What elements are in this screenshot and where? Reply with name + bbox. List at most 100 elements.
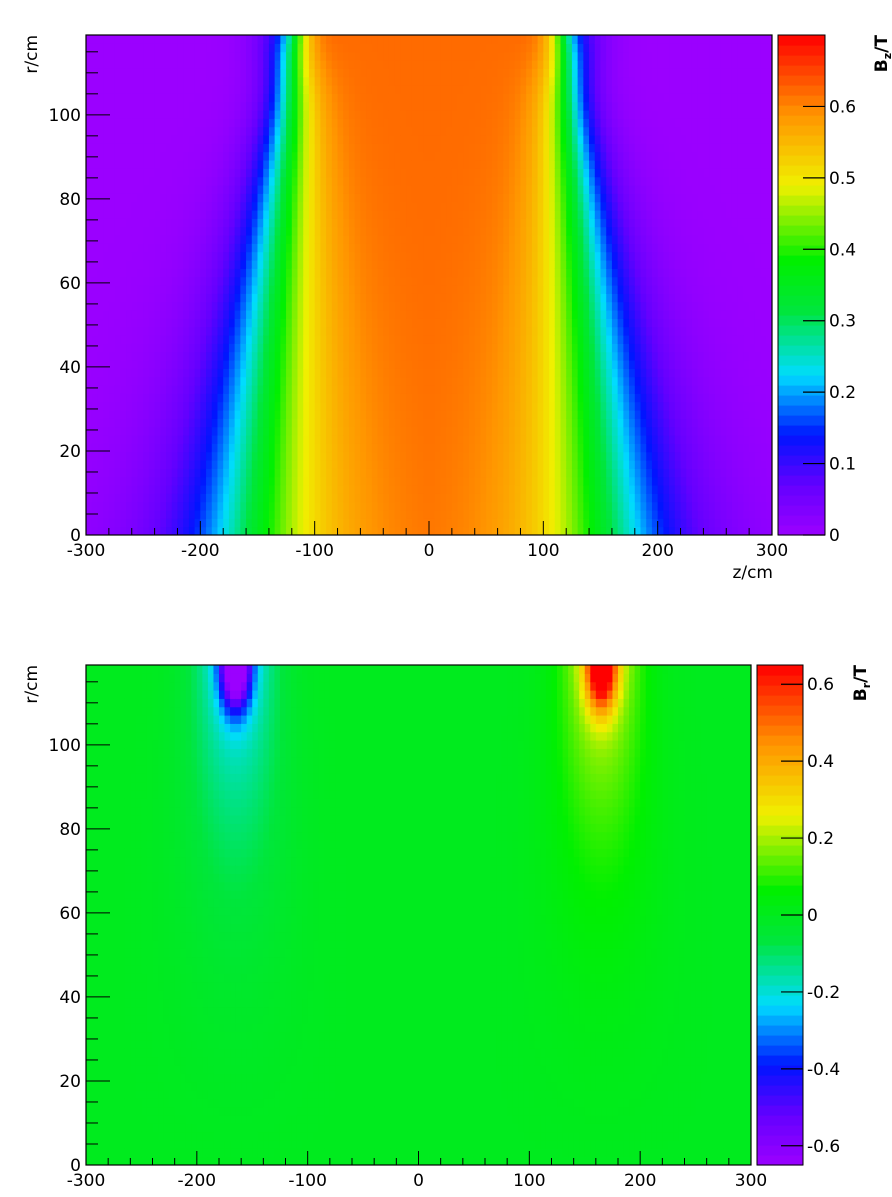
- heatmap-cell: [554, 476, 562, 486]
- heatmap-cell: [474, 160, 482, 169]
- heatmap-cell: [188, 218, 196, 228]
- heatmap-cell: [154, 318, 161, 328]
- heatmap-cell: [257, 51, 264, 61]
- heatmap-cell: [486, 410, 493, 419]
- heatmap-cell: [120, 293, 127, 303]
- heatmap-cell: [114, 326, 121, 336]
- heatmap-cell: [263, 268, 270, 278]
- heatmap-cell: [377, 476, 384, 486]
- heatmap-cell: [440, 35, 447, 44]
- heatmap-cell: [320, 343, 327, 353]
- heatmap-cell: [200, 176, 207, 186]
- heatmap-cell: [549, 418, 556, 428]
- heatmap-cell: [166, 418, 173, 428]
- heatmap-cell: [137, 368, 144, 378]
- heatmap-cell: [126, 351, 133, 361]
- heatmap-cell: [377, 360, 384, 369]
- heatmap-cell: [503, 385, 510, 394]
- heatmap-cell: [183, 443, 190, 453]
- heatmap-cell: [388, 426, 396, 436]
- heatmap-cell: [86, 401, 93, 411]
- heatmap-cell: [194, 435, 201, 444]
- heatmap-cell: [148, 351, 156, 361]
- heatmap-cell: [337, 385, 344, 394]
- heatmap-cell: [291, 501, 299, 511]
- heatmap-cell: [503, 85, 510, 94]
- heatmap-cell: [188, 526, 196, 535]
- heatmap-cell: [268, 185, 276, 194]
- heatmap-cell: [509, 110, 516, 119]
- heatmap-cell: [377, 101, 384, 111]
- heatmap-cell: [120, 435, 127, 444]
- heatmap-cell: [217, 110, 224, 119]
- heatmap-cell: [143, 351, 150, 361]
- heatmap-cell: [451, 101, 459, 111]
- heatmap-cell: [497, 493, 504, 503]
- heatmap-cell: [183, 335, 190, 344]
- heatmap-cell: [411, 451, 419, 461]
- heatmap-cell: [343, 451, 350, 461]
- heatmap-cell: [388, 335, 396, 344]
- heatmap-cell: [348, 460, 356, 469]
- heatmap-cell: [451, 501, 459, 511]
- heatmap-cell: [554, 151, 562, 161]
- heatmap-cell: [188, 376, 196, 386]
- heatmap-cell: [194, 60, 201, 69]
- heatmap-cell: [463, 85, 470, 94]
- heatmap-cell: [297, 301, 304, 311]
- heatmap-cell: [246, 176, 253, 186]
- heatmap-cell: [446, 76, 453, 86]
- heatmap-cell: [549, 51, 556, 61]
- heatmap-cell: [286, 485, 293, 494]
- heatmap-cell: [120, 60, 127, 69]
- heatmap-cell: [240, 201, 247, 211]
- heatmap-cell: [86, 118, 93, 128]
- heatmap-cell: [114, 110, 121, 119]
- heatmap-cell: [223, 510, 230, 519]
- heatmap-cell: [143, 218, 150, 228]
- heatmap-cell: [211, 360, 219, 369]
- heatmap-cell: [108, 268, 116, 278]
- heatmap-cell: [200, 485, 207, 494]
- heatmap-cell: [366, 210, 373, 219]
- heatmap-cell: [91, 335, 99, 344]
- heatmap-cell: [446, 301, 453, 311]
- heatmap-cell: [526, 143, 533, 153]
- heatmap-cell: [91, 118, 99, 128]
- heatmap-cell: [388, 193, 396, 203]
- heatmap-cell: [171, 393, 179, 403]
- heatmap-cell: [463, 268, 470, 278]
- heatmap-cell: [320, 93, 327, 103]
- heatmap-cell: [434, 326, 442, 336]
- heatmap-cell: [108, 435, 116, 444]
- heatmap-cell: [234, 251, 241, 261]
- heatmap-cell: [274, 176, 281, 186]
- heatmap-cell: [491, 285, 499, 294]
- heatmap-cell: [440, 426, 447, 436]
- heatmap-cell: [463, 368, 470, 378]
- heatmap-cell: [108, 301, 116, 311]
- heatmap-cell: [383, 260, 390, 269]
- heatmap-cell: [366, 501, 373, 511]
- heatmap-cell: [503, 335, 510, 344]
- heatmap-cell: [537, 510, 544, 519]
- heatmap-cell: [486, 251, 493, 261]
- heatmap-cell: [160, 168, 167, 178]
- heatmap-cell: [474, 485, 482, 494]
- heatmap-cell: [383, 410, 390, 419]
- heatmap-cell: [343, 360, 350, 369]
- heatmap-cell: [509, 310, 516, 319]
- heatmap-cell: [108, 218, 116, 228]
- heatmap-cell: [451, 293, 459, 303]
- heatmap-cell: [320, 176, 327, 186]
- heatmap-cell: [217, 435, 224, 444]
- heatmap-cell: [223, 260, 230, 269]
- heatmap-cell: [531, 310, 539, 319]
- heatmap-cell: [451, 485, 459, 494]
- heatmap-cell: [143, 235, 150, 244]
- heatmap-cell: [463, 118, 470, 128]
- heatmap-cell: [206, 235, 213, 244]
- heatmap-cell: [314, 176, 321, 186]
- heatmap-cell: [314, 451, 321, 461]
- heatmap-cell: [148, 360, 156, 369]
